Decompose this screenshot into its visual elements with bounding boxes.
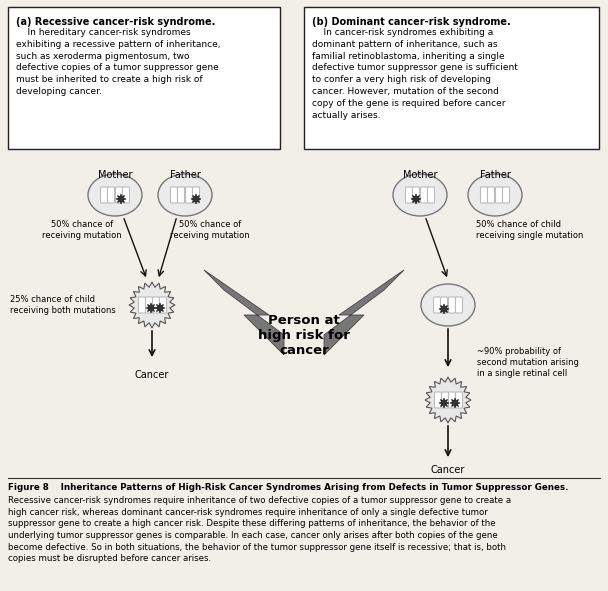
FancyBboxPatch shape	[145, 297, 153, 313]
Text: Father: Father	[170, 170, 201, 180]
Text: Mother: Mother	[402, 170, 437, 180]
FancyBboxPatch shape	[488, 187, 494, 203]
Text: (b) Dominant cancer-risk syndrome.: (b) Dominant cancer-risk syndrome.	[312, 17, 511, 27]
Polygon shape	[204, 270, 284, 355]
Ellipse shape	[88, 174, 142, 216]
Polygon shape	[146, 303, 156, 313]
FancyBboxPatch shape	[441, 297, 447, 313]
Polygon shape	[116, 194, 126, 204]
FancyBboxPatch shape	[435, 392, 441, 408]
FancyBboxPatch shape	[421, 187, 427, 203]
Ellipse shape	[158, 174, 212, 216]
Bar	[304, 7, 599, 149]
FancyBboxPatch shape	[139, 297, 145, 313]
FancyBboxPatch shape	[185, 187, 193, 203]
FancyBboxPatch shape	[427, 187, 435, 203]
FancyBboxPatch shape	[153, 297, 159, 313]
Text: 50% chance of child
receiving single mutation: 50% chance of child receiving single mut…	[476, 220, 583, 240]
Polygon shape	[324, 270, 404, 355]
Polygon shape	[411, 194, 421, 204]
Polygon shape	[450, 398, 460, 408]
Text: Recessive cancer-risk syndromes require inheritance of two defective copies of a: Recessive cancer-risk syndromes require …	[8, 496, 511, 563]
Ellipse shape	[393, 174, 447, 216]
Text: Figure 8    Inheritance Patterns of High-Risk Cancer Syndromes Arising from Defe: Figure 8 Inheritance Patterns of High-Ri…	[8, 483, 568, 492]
FancyBboxPatch shape	[100, 187, 108, 203]
Text: ~90% probability of
second mutation arising
in a single retinal cell: ~90% probability of second mutation aris…	[477, 347, 579, 378]
Polygon shape	[439, 304, 449, 314]
FancyBboxPatch shape	[159, 297, 167, 313]
FancyBboxPatch shape	[434, 297, 441, 313]
Text: In hereditary cancer-risk syndromes
exhibiting a recessive pattern of inheritanc: In hereditary cancer-risk syndromes exhi…	[16, 28, 221, 96]
FancyBboxPatch shape	[455, 297, 463, 313]
Text: Mother: Mother	[98, 170, 133, 180]
FancyBboxPatch shape	[441, 392, 449, 408]
Text: Father: Father	[480, 170, 511, 180]
Text: In cancer-risk syndromes exhibiting a
dominant pattern of inheritance, such as
f: In cancer-risk syndromes exhibiting a do…	[312, 28, 518, 119]
Text: Cancer: Cancer	[135, 370, 169, 380]
FancyBboxPatch shape	[449, 297, 455, 313]
Polygon shape	[155, 303, 165, 313]
Text: Person at
high risk for
cancer: Person at high risk for cancer	[258, 313, 350, 356]
Ellipse shape	[421, 284, 475, 326]
FancyBboxPatch shape	[170, 187, 178, 203]
FancyBboxPatch shape	[449, 392, 455, 408]
Text: 50% chance of
receiving mutation: 50% chance of receiving mutation	[42, 220, 122, 240]
Bar	[8, 7, 280, 149]
Text: 50% chance of
receiving mutation: 50% chance of receiving mutation	[170, 220, 250, 240]
FancyBboxPatch shape	[496, 187, 502, 203]
Text: Cancer: Cancer	[431, 465, 465, 475]
FancyBboxPatch shape	[178, 187, 184, 203]
Polygon shape	[191, 194, 201, 204]
FancyBboxPatch shape	[412, 187, 420, 203]
FancyBboxPatch shape	[406, 187, 412, 203]
Polygon shape	[425, 377, 471, 423]
Ellipse shape	[468, 174, 522, 216]
FancyBboxPatch shape	[455, 392, 463, 408]
Polygon shape	[129, 282, 175, 328]
FancyBboxPatch shape	[116, 187, 122, 203]
FancyBboxPatch shape	[193, 187, 199, 203]
FancyBboxPatch shape	[480, 187, 488, 203]
FancyBboxPatch shape	[108, 187, 114, 203]
Text: 25% chance of child
receiving both mutations: 25% chance of child receiving both mutat…	[10, 295, 116, 315]
FancyBboxPatch shape	[122, 187, 130, 203]
Text: (a) Recessive cancer-risk syndrome.: (a) Recessive cancer-risk syndrome.	[16, 17, 215, 27]
FancyBboxPatch shape	[502, 187, 510, 203]
Polygon shape	[439, 398, 449, 408]
